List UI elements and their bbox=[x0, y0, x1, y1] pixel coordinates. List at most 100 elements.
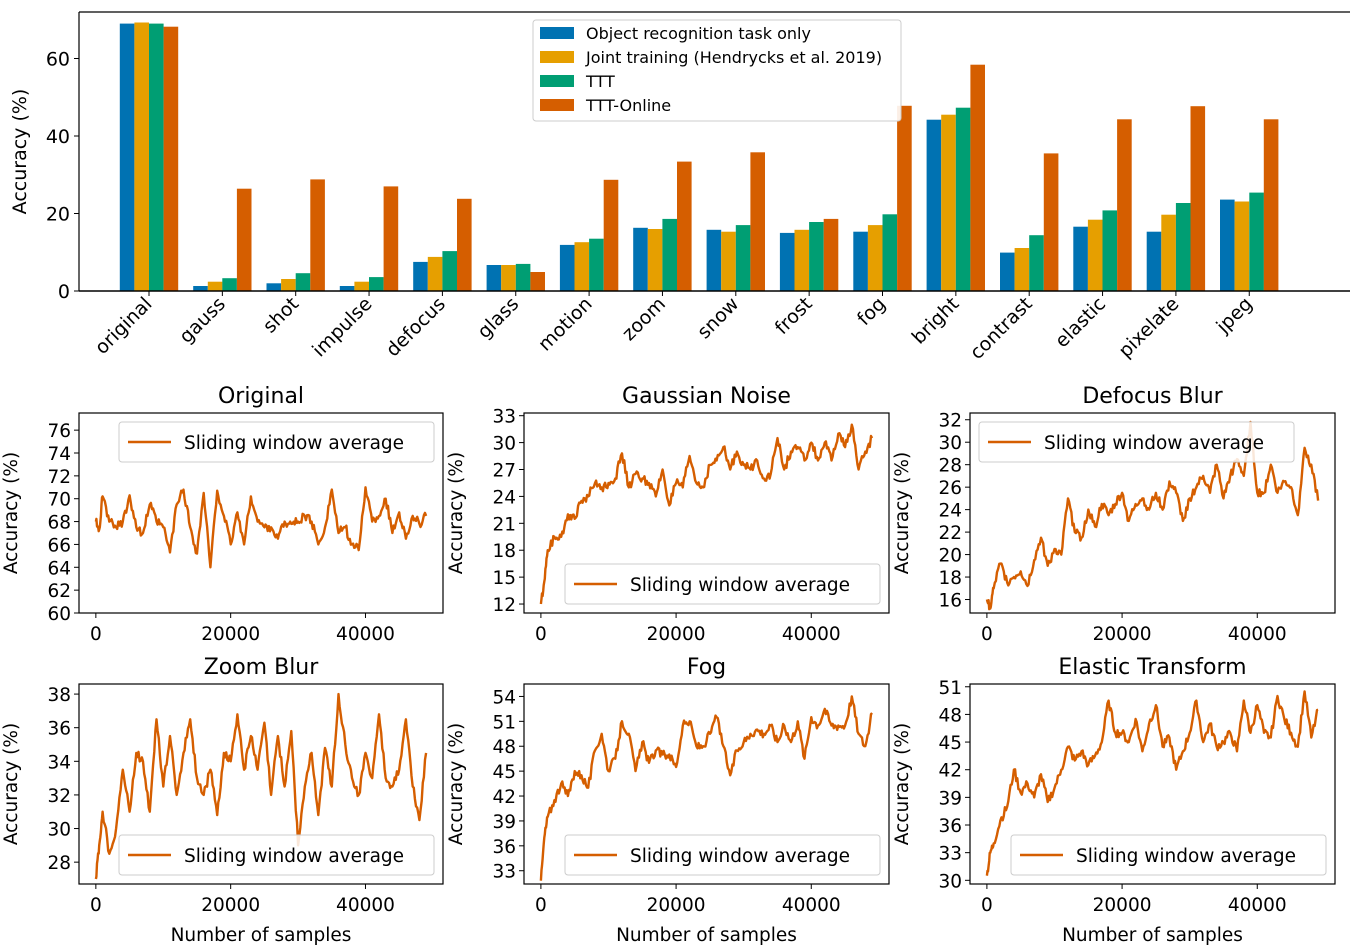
y-tick-label: 32 bbox=[47, 786, 71, 807]
legend-swatch bbox=[540, 75, 574, 87]
y-tick-label: 39 bbox=[938, 788, 962, 809]
bar bbox=[207, 281, 223, 291]
line-subplot-zoom-blur: Zoom Blur 28 30 32 34 36 38 0 20000 40000 Accuracy… bbox=[1, 655, 444, 946]
legend-frame bbox=[1010, 834, 1327, 876]
legend-swatch bbox=[540, 99, 574, 111]
bar bbox=[486, 265, 502, 291]
bar bbox=[1175, 203, 1191, 291]
x-tick-label: jpeg bbox=[1211, 293, 1256, 338]
bar bbox=[823, 218, 839, 291]
legend-label: Sliding window average bbox=[630, 846, 850, 867]
bar bbox=[779, 232, 795, 291]
plot-frame bbox=[523, 683, 890, 885]
legend: Sliding window average bbox=[564, 563, 881, 605]
bar bbox=[1117, 119, 1132, 291]
y-tick-label: 48 bbox=[938, 705, 962, 726]
legend-frame bbox=[118, 834, 435, 876]
x-tick-label: fog bbox=[853, 293, 890, 330]
bar bbox=[295, 273, 311, 291]
line-subplot-gaussian-noise: Gaussian Noise 12 15 18 21 24 27 30 33 0 20000 4000… bbox=[446, 384, 890, 645]
x-tick-label: 0 bbox=[981, 895, 993, 916]
x-tick-label: bright bbox=[908, 293, 964, 349]
y-tick-label: 26 bbox=[938, 478, 962, 499]
series-line bbox=[985, 690, 1319, 876]
x-tick-label: 40000 bbox=[1228, 624, 1287, 645]
y-tick-label: 62 bbox=[47, 581, 71, 602]
plot-frame bbox=[523, 412, 890, 614]
series-line bbox=[539, 423, 874, 605]
x-tick-label: 40000 bbox=[782, 895, 841, 916]
y-tick-label: 36 bbox=[938, 816, 962, 837]
bar bbox=[955, 107, 971, 291]
y-tick-label: 20 bbox=[938, 546, 962, 567]
bar bbox=[1263, 119, 1279, 291]
bar bbox=[281, 279, 296, 291]
bar bbox=[149, 23, 164, 291]
x-tick-label: 0 bbox=[535, 895, 547, 916]
x-tick-label: 20000 bbox=[201, 624, 260, 645]
x-tick-label: frost bbox=[771, 293, 817, 339]
y-axis-label: Accuracy (%) bbox=[9, 89, 31, 215]
series-line bbox=[94, 486, 428, 569]
legend-swatch bbox=[540, 27, 574, 39]
bar bbox=[926, 119, 942, 291]
y-tick-label: 36 bbox=[47, 719, 71, 740]
x-tick-label: gauss bbox=[175, 293, 230, 348]
y-tick-label: 32 bbox=[938, 411, 962, 432]
y-tick-label: 30 bbox=[47, 820, 71, 841]
legend-label: Object recognition task only bbox=[586, 24, 811, 43]
legend-frame bbox=[532, 19, 902, 122]
legend: Object recognition task only Joint traini… bbox=[532, 19, 902, 122]
y-tick-label: 30 bbox=[938, 871, 962, 892]
bar bbox=[354, 281, 369, 291]
x-tick-label: 20000 bbox=[647, 895, 706, 916]
legend-frame bbox=[978, 421, 1295, 463]
y-tick-label: 76 bbox=[47, 421, 71, 442]
x-tick-label: glass bbox=[473, 293, 523, 343]
legend: Sliding window average bbox=[1010, 834, 1327, 876]
bar bbox=[897, 105, 912, 291]
y-tick-label: 48 bbox=[492, 737, 516, 758]
legend-label: TTT-Online bbox=[585, 96, 671, 115]
bar bbox=[970, 64, 985, 291]
bar bbox=[706, 229, 722, 291]
y-tick-label: 33 bbox=[938, 844, 962, 865]
y-tick-label: 33 bbox=[492, 407, 516, 428]
legend-frame bbox=[564, 834, 881, 876]
bar bbox=[794, 229, 810, 291]
x-tick-label: 40000 bbox=[336, 895, 395, 916]
x-tick-label: 0 bbox=[90, 624, 102, 645]
y-tick-label: 18 bbox=[492, 541, 516, 562]
subplot-title: Gaussian Noise bbox=[622, 384, 791, 409]
x-tick-label: elastic bbox=[1051, 293, 1110, 352]
y-tick-label: 15 bbox=[492, 568, 516, 589]
bar bbox=[193, 286, 208, 291]
y-tick-label: 51 bbox=[938, 678, 962, 699]
bar bbox=[369, 277, 384, 291]
legend: Sliding window average bbox=[978, 421, 1295, 463]
x-axis-label: Number of samples bbox=[1062, 925, 1243, 946]
bar bbox=[941, 114, 956, 291]
bar bbox=[1220, 199, 1235, 291]
x-tick-label: 20000 bbox=[201, 895, 260, 916]
subplot-title: Zoom Blur bbox=[204, 655, 320, 680]
y-tick-label: 28 bbox=[938, 456, 962, 477]
y-tick-label: 36 bbox=[492, 837, 516, 858]
plot-frame bbox=[78, 683, 444, 885]
legend-label: Sliding window average bbox=[1076, 846, 1296, 867]
bar bbox=[515, 263, 531, 291]
legend: Sliding window average bbox=[118, 834, 435, 876]
y-tick-label: 16 bbox=[938, 591, 962, 612]
x-tick-label: defocus bbox=[382, 293, 450, 361]
legend-frame bbox=[564, 563, 881, 605]
bar bbox=[809, 222, 824, 291]
y-tick-label: 22 bbox=[938, 523, 962, 544]
bar bbox=[1146, 231, 1162, 291]
subplot-title: Defocus Blur bbox=[1082, 384, 1223, 409]
y-axis-label: Accuracy (%) bbox=[446, 723, 467, 845]
y-tick-label: 27 bbox=[492, 461, 516, 482]
bar bbox=[750, 152, 765, 291]
subplot-title: Fog bbox=[687, 655, 726, 680]
x-tick-label: contrast bbox=[966, 293, 1037, 364]
